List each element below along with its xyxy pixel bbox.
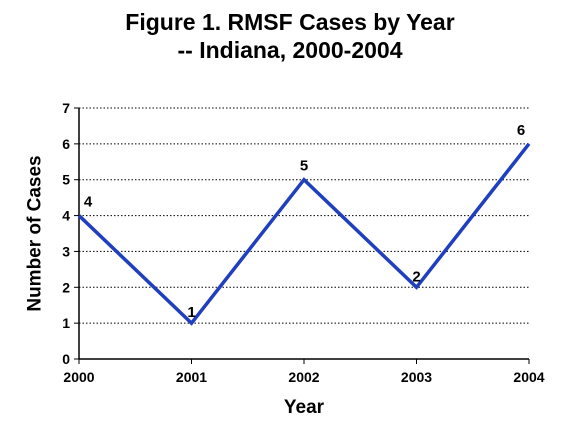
y-tick-label: 3 [62, 243, 70, 259]
y-tick-label: 6 [62, 136, 70, 152]
x-axis-label: Year [284, 397, 325, 418]
data-label: 6 [517, 122, 525, 139]
y-axis-ticks: 0 1 2 3 4 5 6 7 [62, 100, 79, 367]
y-tick-label: 5 [62, 172, 70, 188]
x-tick-label: 2001 [176, 369, 207, 385]
chart-title: Figure 1. RMSF Cases by Year -- Indiana,… [0, 8, 580, 64]
x-tick-label: 2002 [288, 369, 319, 385]
x-tick-label: 2003 [401, 369, 432, 385]
axes [78, 108, 529, 360]
chart-title-line-2: -- Indiana, 2000-2004 [177, 37, 403, 63]
data-label: 4 [84, 194, 93, 211]
y-tick-label: 4 [62, 208, 70, 224]
data-label: 2 [412, 268, 420, 285]
data-label: 1 [187, 304, 195, 321]
series [77, 142, 531, 326]
x-tick-label: 2004 [513, 369, 544, 385]
y-axis-label: Number of Cases [25, 155, 46, 311]
y-tick-label: 7 [62, 100, 70, 116]
x-tick-label: 2000 [63, 369, 94, 385]
y-tick-label: 0 [62, 351, 70, 367]
chart-title-line-1: Figure 1. RMSF Cases by Year [125, 9, 455, 35]
y-tick-label: 1 [62, 315, 70, 331]
data-labels: 4 1 5 2 6 [84, 122, 525, 321]
series-line-cases [77, 142, 531, 326]
y-tick-label: 2 [62, 279, 70, 295]
x-axis-ticks: 2000 2001 2002 2003 2004 [63, 359, 545, 385]
data-label: 5 [300, 158, 308, 175]
gridlines [79, 107, 529, 324]
